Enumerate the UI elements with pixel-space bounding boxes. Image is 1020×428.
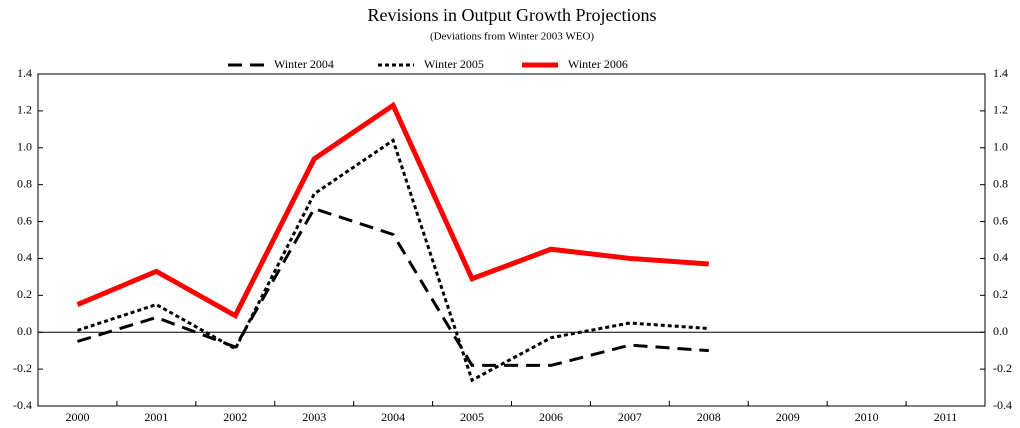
chart-subtitle: (Deviations from Winter 2003 WEO) [430,31,594,43]
x-tick-label: 2005 [460,410,484,424]
y-tick-label: 0.6 [17,213,32,227]
y-tick-label: 1.2 [17,103,32,117]
x-tick-label: 2008 [697,410,721,424]
y-tick-label: -0.4 [13,398,32,412]
y-tick-label: 1.0 [17,140,32,154]
x-tick-label: 2009 [776,410,800,424]
x-tick-label: 2002 [223,410,247,424]
y-tick-label: -0.2 [13,361,32,375]
series-line [77,206,709,367]
chart-title: Revisions in Output Growth Projections [368,5,657,25]
y-tick-label: 1.4 [17,66,32,80]
series-line [76,138,709,383]
y2-tick-label: 0.8 [993,176,1008,190]
x-tick-label: 2001 [144,410,168,424]
y-tick-label: 0.8 [17,176,32,190]
legend-label: Winter 2004 [274,57,334,71]
series-line [76,101,709,320]
x-tick-label: 2006 [539,410,563,424]
y2-tick-label: 1.4 [993,66,1008,80]
y2-tick-label: -0.2 [993,361,1012,375]
y2-tick-label: 0.6 [993,213,1008,227]
y2-tick-label: -0.4 [993,398,1012,412]
y-tick-label: 0.2 [17,287,32,301]
y2-tick-label: 0.2 [993,287,1008,301]
x-tick-label: 2011 [934,410,958,424]
plot-frame [37,73,986,407]
y-tick-label: 0.4 [17,250,32,264]
y2-tick-label: 1.0 [993,140,1008,154]
y2-tick-label: 0.4 [993,250,1008,264]
legend-label: Winter 2005 [424,57,484,71]
x-tick-label: 2000 [65,410,89,424]
legend-label: Winter 2006 [568,57,628,71]
y-tick-label: 0.0 [17,324,32,338]
y2-tick-label: 0.0 [993,324,1008,338]
x-tick-label: 2007 [618,410,642,424]
x-tick-label: 2010 [855,410,879,424]
y2-tick-label: 1.2 [993,103,1008,117]
x-tick-label: 2004 [381,410,405,424]
x-tick-label: 2003 [302,410,326,424]
